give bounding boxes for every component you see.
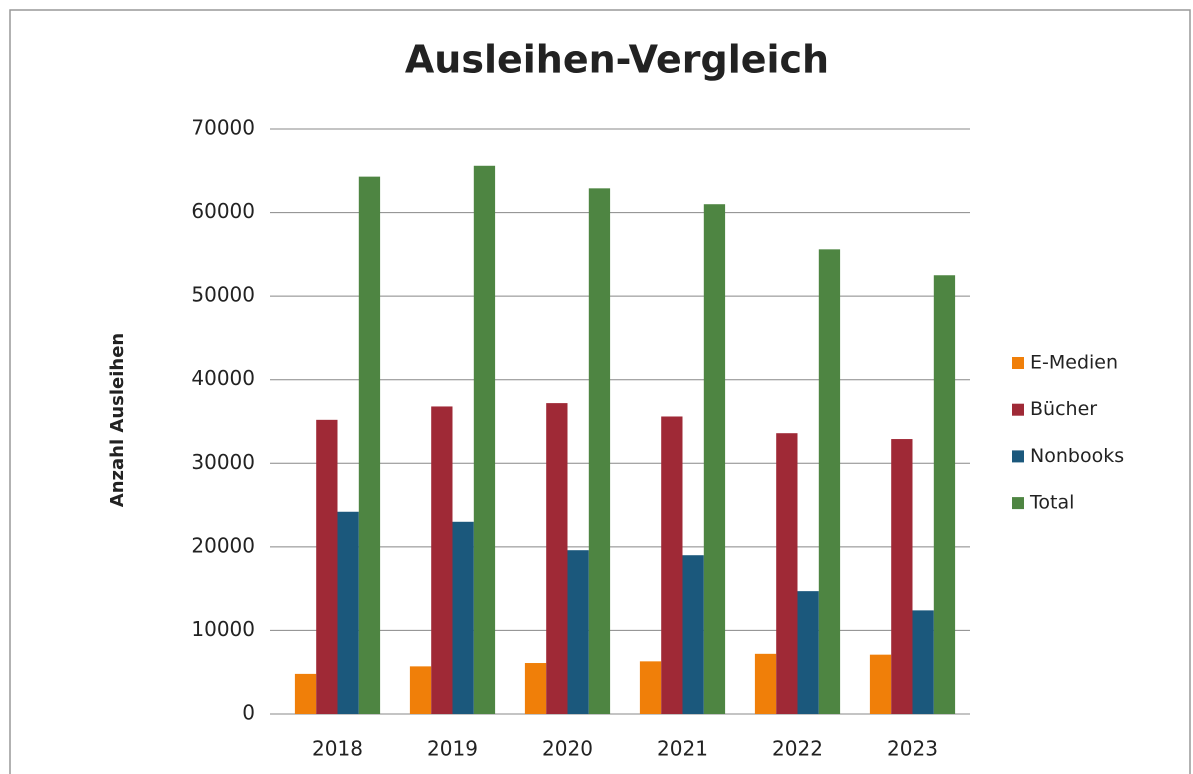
y-tick-label: 40000 xyxy=(191,366,255,390)
legend-swatch xyxy=(1012,497,1024,510)
x-tick-label: 2022 xyxy=(772,737,823,761)
bar xyxy=(452,521,474,714)
bar xyxy=(358,176,381,714)
x-tick-label: 2019 xyxy=(427,737,478,761)
bar xyxy=(316,419,338,714)
x-tick-label: 2020 xyxy=(542,737,593,761)
bar xyxy=(912,610,934,714)
y-tick-label: 70000 xyxy=(191,116,255,140)
y-tick-label: 60000 xyxy=(191,199,255,223)
legend-swatch xyxy=(1012,403,1024,416)
legend-label: Nonbooks xyxy=(1030,445,1124,467)
bar xyxy=(473,165,496,714)
chart-title: Ausleihen-Vergleich xyxy=(405,38,829,82)
bar xyxy=(754,653,777,714)
y-axis-title: Anzahl Ausleihen xyxy=(107,333,128,507)
bar xyxy=(933,275,956,714)
y-tick-label: 10000 xyxy=(191,617,255,641)
legend-label: Total xyxy=(1029,492,1074,514)
legend-swatch xyxy=(1012,357,1024,369)
bar xyxy=(431,406,453,714)
x-tick-label: 2021 xyxy=(657,737,708,761)
bar xyxy=(703,204,726,714)
x-tick-label: 2018 xyxy=(312,737,363,761)
y-tick-label: 20000 xyxy=(191,533,255,557)
bar xyxy=(682,555,704,714)
legend-swatch xyxy=(1012,450,1024,463)
bar xyxy=(567,550,589,714)
y-tick-label: 0 xyxy=(242,701,255,725)
bar xyxy=(639,661,662,714)
bar xyxy=(891,439,913,714)
bar xyxy=(869,654,892,714)
bar xyxy=(818,249,841,715)
legend-label: E-Medien xyxy=(1030,352,1118,374)
bar xyxy=(524,663,547,714)
bar xyxy=(294,673,317,714)
y-tick-label: 30000 xyxy=(191,450,255,474)
legend-label: Bücher xyxy=(1030,398,1097,420)
bar xyxy=(661,416,683,714)
bar xyxy=(546,403,568,714)
x-tick-label: 2023 xyxy=(887,737,938,761)
bar xyxy=(588,188,611,715)
bar xyxy=(797,591,819,714)
bar xyxy=(337,511,359,714)
y-tick-label: 50000 xyxy=(191,283,255,307)
bar xyxy=(409,666,432,714)
bar xyxy=(776,433,798,714)
